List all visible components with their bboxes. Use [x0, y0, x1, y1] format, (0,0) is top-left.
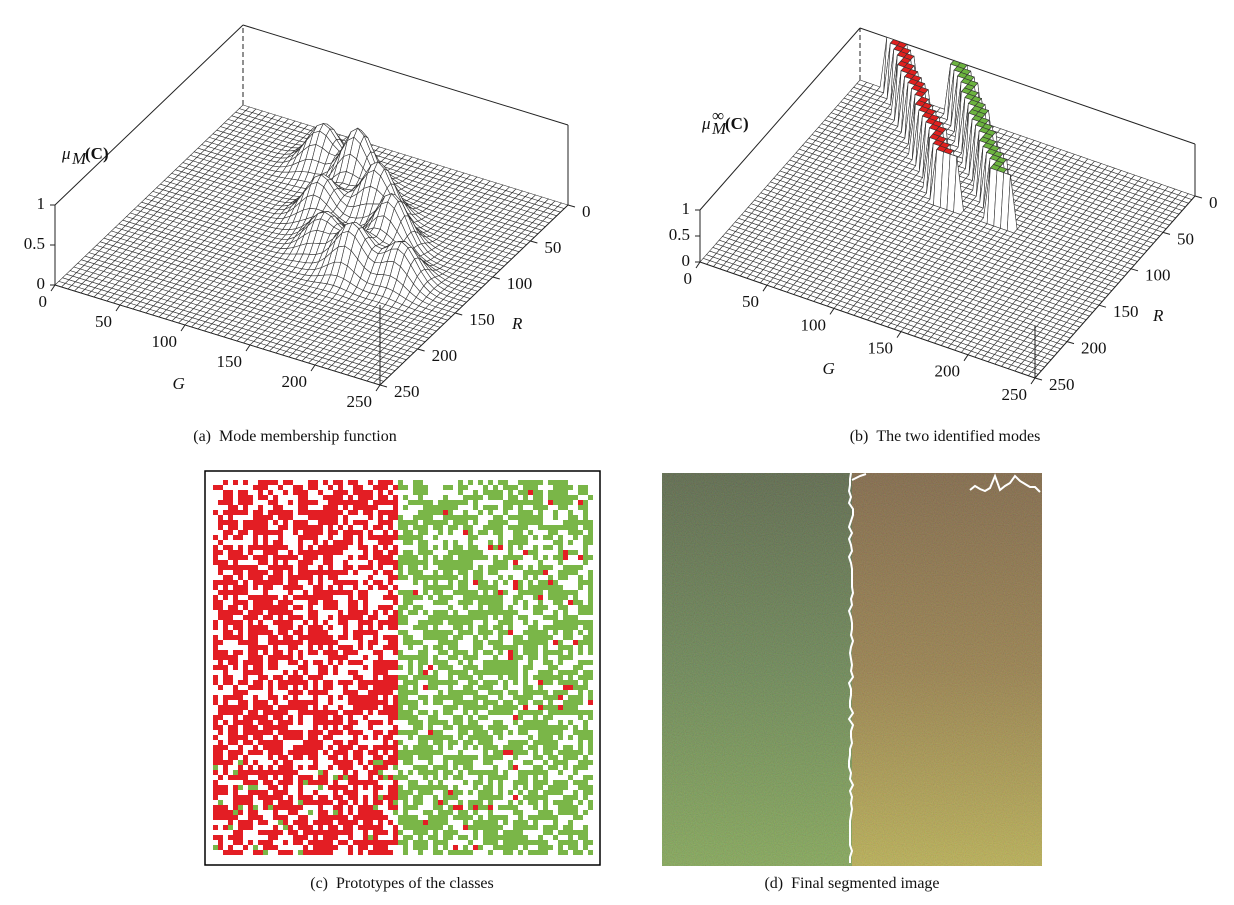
g-tick-label: 150	[217, 352, 243, 371]
box-edge	[243, 25, 568, 125]
r-tick	[530, 241, 537, 243]
r-tick	[568, 205, 575, 207]
z-tick-label: 1	[37, 194, 46, 213]
g-tick-label: 100	[152, 332, 178, 351]
axis-label-g: G	[173, 374, 185, 393]
r-tick	[493, 277, 500, 279]
g-tick	[311, 365, 315, 371]
z-tick-label: 0	[37, 274, 46, 293]
g-tick-label: 0	[39, 292, 48, 311]
r-tick	[455, 313, 462, 315]
r-tick-label: 50	[544, 238, 561, 257]
z-label-symbol: μ	[61, 144, 71, 163]
g-tick-label: 50	[95, 312, 112, 331]
z-label-argument: (C)	[85, 144, 109, 163]
r-tick	[380, 385, 387, 387]
r-tick-label: 0	[582, 202, 591, 221]
g-tick	[51, 285, 55, 291]
g-tick	[116, 305, 120, 311]
g-tick	[246, 345, 250, 351]
g-tick-label: 250	[347, 392, 373, 411]
surface-plot-a: 10.50050100150200250050100150200250GRμM(…	[24, 25, 591, 411]
g-tick	[376, 385, 380, 391]
z-tick-label: 0.5	[24, 234, 45, 253]
g-tick	[181, 325, 185, 331]
g-tick-label: 200	[282, 372, 308, 391]
r-tick	[418, 349, 425, 351]
r-tick-label: 150	[469, 310, 495, 329]
figure: 10.50050100150200250050100150200250GRμM(…	[0, 0, 1234, 905]
axis-label-r: R	[511, 314, 523, 333]
surface-plot-b: 10.50050100150200250050100150200250GRμ∞M…	[669, 28, 1218, 404]
r-tick-label: 200	[432, 346, 458, 365]
r-tick-label: 250	[394, 382, 420, 401]
r-tick-label: 100	[507, 274, 533, 293]
